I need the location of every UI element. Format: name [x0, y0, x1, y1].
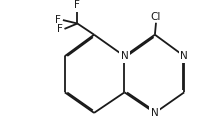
Text: F: F — [57, 24, 63, 34]
Text: N: N — [151, 108, 159, 118]
Text: N: N — [121, 51, 128, 61]
Text: N: N — [180, 51, 188, 61]
Text: F: F — [74, 0, 80, 10]
Text: Cl: Cl — [151, 12, 161, 22]
Text: F: F — [55, 15, 61, 25]
